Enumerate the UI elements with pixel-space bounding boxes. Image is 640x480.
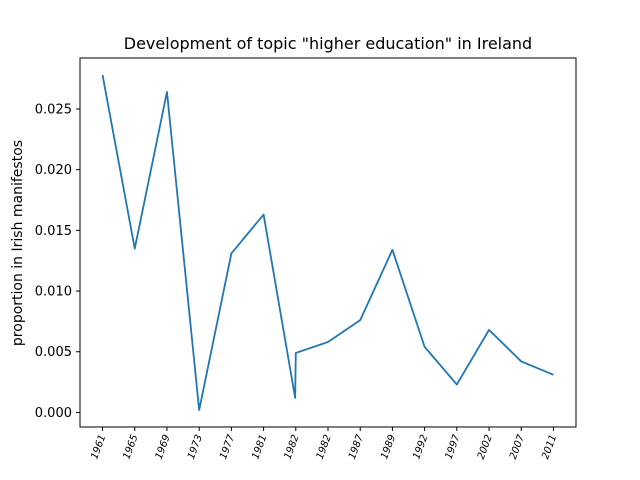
- series-line-0: [101, 74, 554, 411]
- y-tick-label: 0.005: [35, 345, 72, 360]
- y-tick-label: 0.020: [35, 163, 72, 178]
- chart-title: Development of topic "higher education" …: [124, 34, 532, 53]
- plot-frame: [79, 57, 577, 428]
- y-tick-label: 0.000: [35, 406, 72, 421]
- y-axis-label: proportion in Irish manifestos: [10, 140, 26, 346]
- y-tick-label: 0.025: [35, 102, 72, 117]
- y-axis-ticks: 0.000 0.005 0.010 0.015 0.020 0.025: [35, 102, 80, 421]
- plot-lines: [101, 74, 554, 411]
- y-tick-label: 0.015: [35, 224, 72, 239]
- y-tick-label: 0.010: [35, 285, 72, 300]
